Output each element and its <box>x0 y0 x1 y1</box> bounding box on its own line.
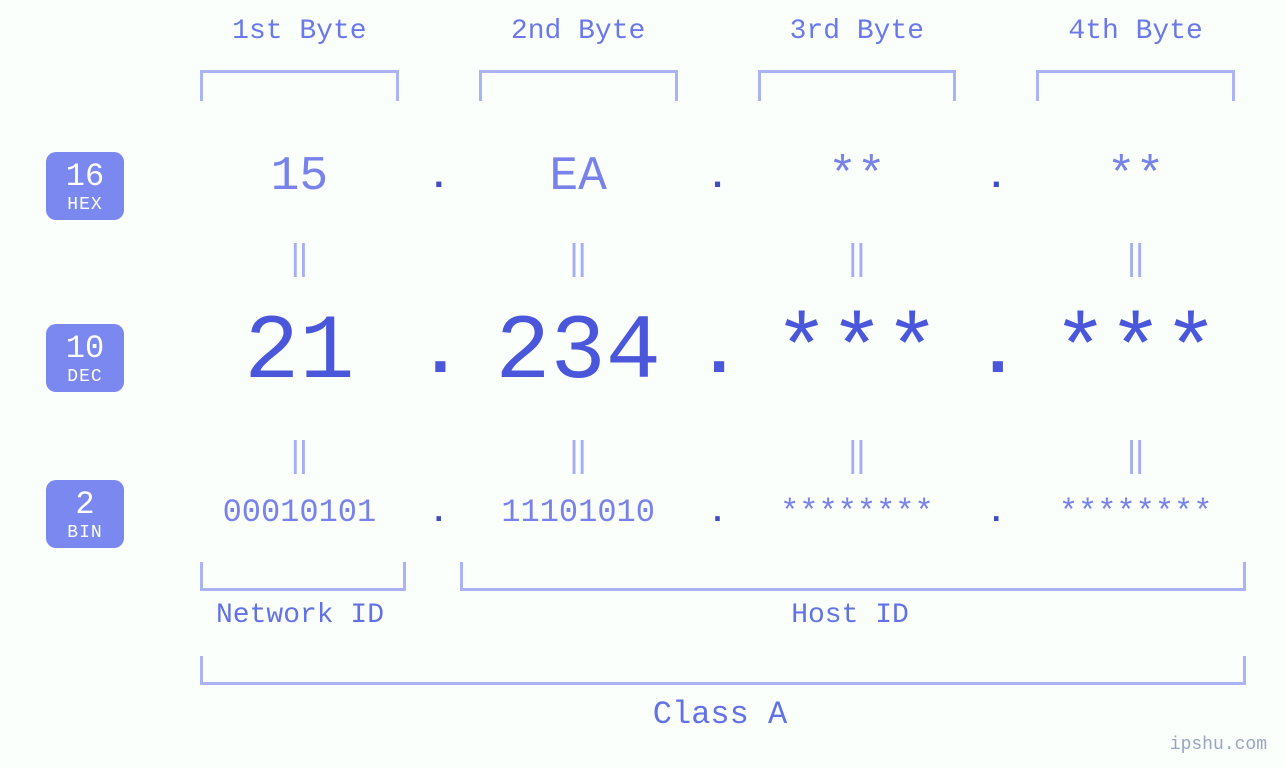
badge-hex-base: 16 <box>46 160 124 194</box>
equals-row-1: ‖ ‖ ‖ ‖ <box>180 238 1255 280</box>
byte-header-3: 3rd Byte <box>738 16 977 47</box>
label-network-id: Network ID <box>216 600 384 631</box>
badge-bin-label: BIN <box>46 524 124 543</box>
top-brackets <box>180 66 1255 104</box>
dot-bin-1: . <box>419 494 459 531</box>
dec-row: 21 . 234 . *** . *** <box>180 300 1255 405</box>
dot-dec-3: . <box>976 312 1016 394</box>
dot-bin-2: . <box>698 494 738 531</box>
equals-row-2: ‖ ‖ ‖ ‖ <box>180 435 1255 477</box>
eq-2-1: ‖ <box>180 435 419 477</box>
bracket-host-id <box>460 562 1246 591</box>
bin-row: 00010101 . 11101010 . ******** . *******… <box>180 494 1255 531</box>
eq-2-2: ‖ <box>459 435 698 477</box>
bracket-top-1 <box>200 70 399 101</box>
bin-byte-3: ******** <box>738 494 977 531</box>
hex-byte-1: 15 <box>180 150 419 204</box>
byte-header-2: 2nd Byte <box>459 16 698 47</box>
bracket-top-4 <box>1036 70 1235 101</box>
dot-bin-3: . <box>976 494 1016 531</box>
watermark: ipshu.com <box>1170 735 1267 755</box>
badge-bin-base: 2 <box>46 488 124 522</box>
hex-byte-3: ** <box>738 150 977 204</box>
badge-dec-label: DEC <box>46 368 124 387</box>
dot-dec-1: . <box>419 312 459 394</box>
eq-1-3: ‖ <box>738 238 977 280</box>
hex-row: 15 . EA . ** . ** <box>180 150 1255 204</box>
eq-1-1: ‖ <box>180 238 419 280</box>
badge-hex-label: HEX <box>46 196 124 215</box>
bracket-class <box>200 656 1246 685</box>
badge-dec: 10 DEC <box>46 324 124 392</box>
label-host-id: Host ID <box>791 600 909 631</box>
byte-header-4: 4th Byte <box>1016 16 1255 47</box>
bracket-top-2 <box>479 70 678 101</box>
eq-1-4: ‖ <box>1016 238 1255 280</box>
bin-byte-1: 00010101 <box>180 494 419 531</box>
byte-header-1: 1st Byte <box>180 16 419 47</box>
eq-2-3: ‖ <box>738 435 977 477</box>
hex-byte-2: EA <box>459 150 698 204</box>
dot-dec-2: . <box>698 312 738 394</box>
ip-diagram: { "colors": { "background": "#fafffb", "… <box>0 0 1285 767</box>
hex-byte-4: ** <box>1016 150 1255 204</box>
badge-bin: 2 BIN <box>46 480 124 548</box>
dot-hex-2: . <box>698 157 738 198</box>
bracket-network-id <box>200 562 406 591</box>
dec-byte-4: *** <box>1016 300 1255 405</box>
dec-byte-3: *** <box>738 300 977 405</box>
bin-byte-4: ******** <box>1016 494 1255 531</box>
dot-hex-3: . <box>976 157 1016 198</box>
dec-byte-1: 21 <box>180 300 419 405</box>
badge-dec-base: 10 <box>46 332 124 366</box>
bracket-top-3 <box>758 70 957 101</box>
dot-hex-1: . <box>419 157 459 198</box>
badge-hex: 16 HEX <box>46 152 124 220</box>
eq-1-2: ‖ <box>459 238 698 280</box>
label-class: Class A <box>653 696 787 733</box>
dec-byte-2: 234 <box>459 300 698 405</box>
eq-2-4: ‖ <box>1016 435 1255 477</box>
byte-headers-row: 1st Byte 2nd Byte 3rd Byte 4th Byte <box>180 16 1255 47</box>
bin-byte-2: 11101010 <box>459 494 698 531</box>
